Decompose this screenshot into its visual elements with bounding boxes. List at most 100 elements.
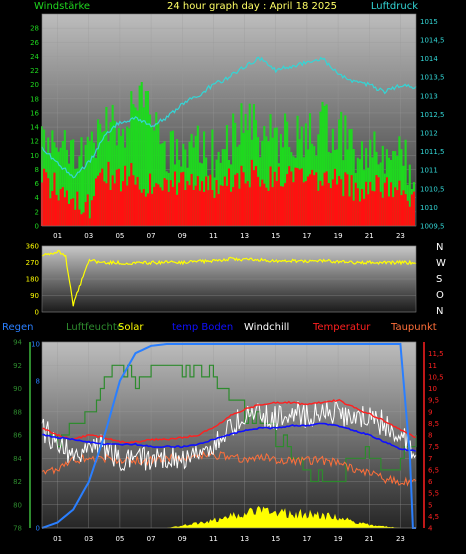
ytick-wind: 24: [30, 53, 39, 61]
ytick-wind: 8: [35, 166, 39, 174]
ytick-temperature: 6: [428, 478, 433, 486]
ytick-humidity: 84: [13, 455, 22, 463]
climate-marks: [41, 341, 417, 529]
xtick-label: 13: [240, 232, 249, 240]
legend-regen: Regen: [2, 322, 34, 333]
xtick-label: 13: [240, 535, 249, 543]
legend-luftfeuchte: Luftfeuchte: [66, 322, 123, 333]
ytick-wind: 4: [35, 194, 40, 202]
ytick-rain: 10: [31, 341, 40, 349]
ytick-pressure: 1013,5: [420, 74, 445, 82]
xtick-label: 07: [147, 232, 156, 240]
compass-o: O: [436, 290, 444, 301]
xtick-label: 21: [365, 232, 374, 240]
windchill-line: [41, 399, 417, 472]
legend-solar: Solar: [118, 322, 144, 333]
xtick-label: 23: [396, 535, 405, 543]
ytick-temperature: 7,5: [428, 443, 439, 451]
ytick-wind: 20: [30, 81, 39, 89]
xtick-label: 03: [84, 232, 93, 240]
ytick-wind: 18: [30, 95, 39, 103]
xtick-label: 15: [271, 535, 280, 543]
ytick-direction: 90: [30, 292, 39, 300]
wind-direction-marks: [41, 245, 417, 313]
ytick-temperature: 11,5: [428, 350, 444, 358]
ytick-pressure: 1014: [420, 55, 438, 63]
ytick-rain: 8: [36, 377, 40, 385]
ytick-pressure: 1010,5: [420, 185, 445, 193]
ytick-humidity: 78: [13, 525, 22, 533]
compass-s: S: [436, 274, 442, 285]
ytick-wind: 16: [30, 109, 39, 117]
compass-n-bottom: N: [436, 306, 443, 317]
ytick-temperature: 7: [428, 455, 432, 463]
wind-pressure-marks: [40, 13, 417, 227]
ytick-wind: 12: [30, 138, 39, 146]
xtick-label: 19: [334, 535, 343, 543]
ytick-direction: 180: [26, 276, 39, 284]
ytick-direction: 360: [26, 243, 39, 251]
xtick-label: 09: [178, 232, 187, 240]
plot-frame: [41, 341, 417, 529]
ytick-wind: 10: [30, 152, 39, 160]
ytick-temperature: 10,5: [428, 373, 444, 381]
ytick-temperature: 6,5: [428, 466, 439, 474]
ytick-humidity: 80: [13, 501, 22, 509]
xtick-label: 05: [115, 232, 124, 240]
xtick-label: 17: [302, 535, 311, 543]
ytick-wind: 6: [35, 180, 40, 188]
xtick-label: 15: [271, 232, 280, 240]
ytick-pressure: 1012,5: [420, 111, 445, 119]
pressure-line: [41, 56, 417, 179]
ground-temp-line: [42, 422, 417, 452]
dewpoint-line: [41, 450, 417, 487]
ytick-humidity: 86: [13, 432, 22, 440]
wind-direction-line: [41, 249, 417, 307]
chart-title: 24 hour graph day : April 18 2025: [167, 1, 337, 12]
ytick-pressure: 1009,5: [420, 223, 445, 231]
legend-windchill: Windchill: [244, 322, 289, 333]
ytick-pressure: 1013: [420, 92, 438, 100]
ytick-humidity: 88: [13, 408, 22, 416]
ytick-humidity: 92: [13, 362, 22, 370]
ytick-humidity: 90: [13, 385, 22, 393]
ytick-humidity: 82: [13, 478, 22, 486]
axis-labels: 02468101214161820222426281009,510101010,…: [13, 18, 444, 543]
luftdruck-label: Luftdruck: [371, 1, 418, 12]
ytick-pressure: 1012: [420, 130, 438, 138]
xtick-label: 17: [302, 232, 311, 240]
ytick-temperature: 4,5: [428, 513, 439, 521]
ytick-pressure: 1010: [420, 204, 438, 212]
ytick-temperature: 9,5: [428, 397, 439, 405]
ytick-wind: 26: [30, 39, 39, 47]
ytick-pressure: 1011,5: [420, 148, 445, 156]
ytick-wind: 2: [35, 208, 39, 216]
solar-area: [42, 506, 416, 528]
ytick-pressure: 1011: [420, 167, 438, 175]
xtick-label: 19: [334, 232, 343, 240]
legend-temperatur: Temperatur: [312, 322, 371, 333]
ytick-wind: 14: [30, 124, 39, 132]
ytick-pressure: 1014,5: [420, 37, 445, 45]
legend-temp-boden: temp Boden: [172, 322, 233, 333]
ytick-temperature: 5,5: [428, 490, 439, 498]
ytick-rain: 0: [36, 525, 40, 533]
ytick-temperature: 4: [428, 525, 433, 533]
compass-n-top: N: [436, 242, 443, 253]
ytick-wind: 0: [35, 223, 39, 231]
ytick-temperature: 10: [428, 385, 437, 393]
rain-line: [41, 343, 416, 529]
humidity-line: [42, 364, 417, 483]
ytick-temperature: 8: [428, 432, 432, 440]
ytick-temperature: 5: [428, 501, 432, 509]
compass-w: W: [436, 258, 446, 269]
windstaerke-label: Windstärke: [34, 1, 90, 12]
xtick-label: 11: [209, 535, 218, 543]
xtick-label: 11: [209, 232, 218, 240]
ytick-temperature: 11: [428, 362, 437, 370]
plot-frame: [41, 245, 417, 313]
xtick-label: 05: [115, 535, 124, 543]
ytick-temperature: 8,5: [428, 420, 439, 428]
ytick-wind: 22: [30, 67, 39, 75]
